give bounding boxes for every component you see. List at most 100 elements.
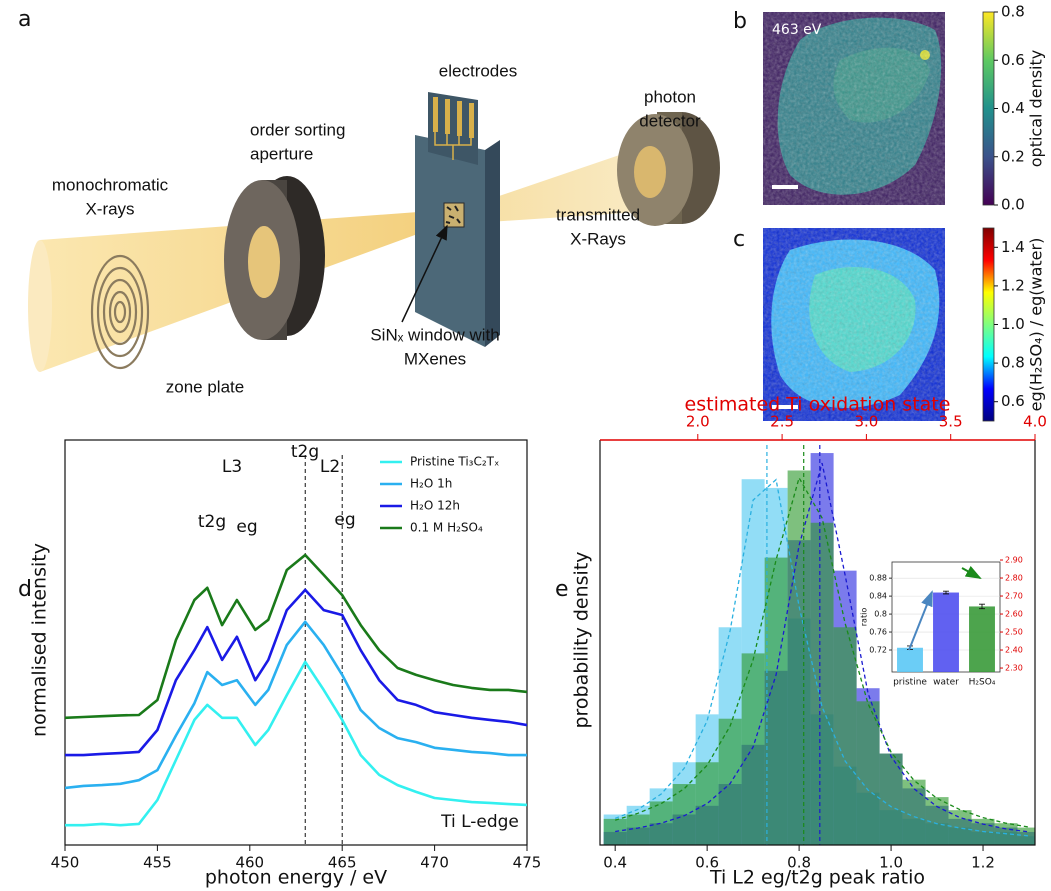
y2-tick-label: 2.90 xyxy=(1005,556,1023,565)
inset-arrow xyxy=(961,565,982,579)
panel-label: a xyxy=(18,7,31,32)
x-axis-label: Ti L2 eg/t2g peak ratio xyxy=(709,867,925,889)
y2-tick-label: 2.40 xyxy=(1005,646,1023,655)
histogram-bar xyxy=(902,779,926,845)
colorbar xyxy=(982,11,995,206)
diagram-label: MXenes xyxy=(404,349,466,368)
diagram-label: X-rays xyxy=(85,199,134,218)
beam-source xyxy=(28,240,52,372)
y2-tick-label: 2.80 xyxy=(1005,574,1023,583)
y-tick-label: 0.8 xyxy=(874,610,887,619)
category-label: H₂SO₄ xyxy=(969,678,996,688)
peak-annotation: Ti L-edge xyxy=(440,812,519,832)
y-axis-label: ratio xyxy=(860,608,869,627)
colorbar-tick-label: 0.4 xyxy=(1001,99,1025,117)
histogram-bar xyxy=(879,753,903,845)
histogram-bar xyxy=(741,653,765,845)
y-axis-label: probability density xyxy=(571,551,593,728)
y-tick-label: 0.72 xyxy=(869,646,887,655)
x-tick-label: 465 xyxy=(328,854,357,872)
diagram-label: SiNₓ window with xyxy=(370,325,499,344)
x2-axis-label: estimated Ti oxidation state xyxy=(685,394,951,416)
detector xyxy=(617,112,720,226)
panel-label: d xyxy=(18,577,32,602)
legend-label: 0.1 M H₂SO₄ xyxy=(410,521,483,535)
x2-tick-label: 2.5 xyxy=(770,413,794,431)
category-label: water xyxy=(933,678,959,688)
diagram-label: zone plate xyxy=(166,377,244,396)
y2-tick-label: 2.30 xyxy=(1005,664,1023,673)
peak-annotation: eg xyxy=(236,517,257,537)
legend-label: Pristine Ti₃C₂Tₓ xyxy=(410,455,499,469)
colorbar-tick-label: 0.2 xyxy=(1001,147,1025,165)
fit-curve xyxy=(614,478,1030,837)
x-tick-label: 1.0 xyxy=(879,854,903,872)
histogram-bar xyxy=(833,627,857,845)
peak-annotation: L3 xyxy=(222,457,242,477)
colorbar-label: eg(H₂SO₄) / eg(water) xyxy=(1027,238,1046,412)
histogram-bar xyxy=(764,557,788,845)
peak-annotation: t2g xyxy=(291,442,319,462)
aperture xyxy=(224,176,325,340)
zone-plate xyxy=(90,254,150,370)
histogram-group xyxy=(603,453,1035,845)
category-label: pristine xyxy=(893,678,927,688)
colorbar-tick-label: 1.0 xyxy=(1001,315,1025,333)
y-tick-label: 0.88 xyxy=(869,574,887,583)
x-tick-label: 0.8 xyxy=(787,854,811,872)
diagram-label: photon xyxy=(644,87,696,106)
plot-frame xyxy=(599,440,1036,846)
histogram-bar xyxy=(672,784,696,845)
colorbar-tick-label: 1.2 xyxy=(1001,276,1025,294)
histogram-bar xyxy=(718,718,742,845)
x-tick-label: 475 xyxy=(513,854,542,872)
histogram-bar xyxy=(695,762,719,845)
colorbar-tick-label: 0.6 xyxy=(1001,392,1025,410)
histogram-bar xyxy=(810,522,834,845)
diagram-label: detector xyxy=(639,111,701,130)
x-tick-label: 450 xyxy=(51,854,80,872)
x2-tick-label: 2.0 xyxy=(686,413,710,431)
colorbar-label: optical density xyxy=(1027,50,1046,167)
diagram-label: monochromatic xyxy=(52,175,169,194)
pointer-arrow xyxy=(401,224,448,323)
image-annotation: 463 eV xyxy=(772,22,822,38)
y2-tick-label: 2.60 xyxy=(1005,610,1023,619)
inset-arrow xyxy=(908,590,933,651)
histogram-bar xyxy=(626,814,650,845)
histogram-bar xyxy=(856,701,880,845)
diagram-label: electrodes xyxy=(439,61,517,80)
x-tick-label: 470 xyxy=(420,854,449,872)
panel-label: b xyxy=(733,9,747,34)
fit-curve xyxy=(615,462,1030,833)
stxm-image xyxy=(763,12,945,205)
setup-schematic xyxy=(28,92,720,372)
x2-tick-label: 3.5 xyxy=(939,413,963,431)
plot-frame xyxy=(64,439,528,846)
x-tick-label: 0.4 xyxy=(603,854,627,872)
legend-label: H₂O 12h xyxy=(410,499,460,513)
y-tick-label: 0.76 xyxy=(869,628,887,637)
bar xyxy=(933,592,959,672)
error-bar xyxy=(943,590,949,595)
y2-tick-label: 2.70 xyxy=(1005,592,1023,601)
y2-tick-label: 2.50 xyxy=(1005,628,1023,637)
x-tick-label: 0.6 xyxy=(695,854,719,872)
data-line xyxy=(65,620,527,790)
transmitted-beam xyxy=(458,148,640,224)
fit-curve xyxy=(615,476,1030,828)
data-line xyxy=(65,588,527,757)
colorbar-tick-label: 1.4 xyxy=(1001,238,1025,256)
colorbar-tick-label: 0.8 xyxy=(1001,354,1025,372)
data-line xyxy=(65,660,527,827)
histogram-bar xyxy=(603,818,627,845)
x-axis-label: photon energy / eV xyxy=(205,867,387,889)
peak-annotation: eg xyxy=(334,510,355,530)
bar xyxy=(969,606,995,672)
colorbar-tick-label: 0.0 xyxy=(1001,196,1025,214)
colorbar xyxy=(982,227,995,422)
x-tick-label: 1.2 xyxy=(971,854,995,872)
x2-tick-label: 3.0 xyxy=(854,413,878,431)
ratio-map xyxy=(763,228,945,421)
x-tick-label: 455 xyxy=(143,854,172,872)
